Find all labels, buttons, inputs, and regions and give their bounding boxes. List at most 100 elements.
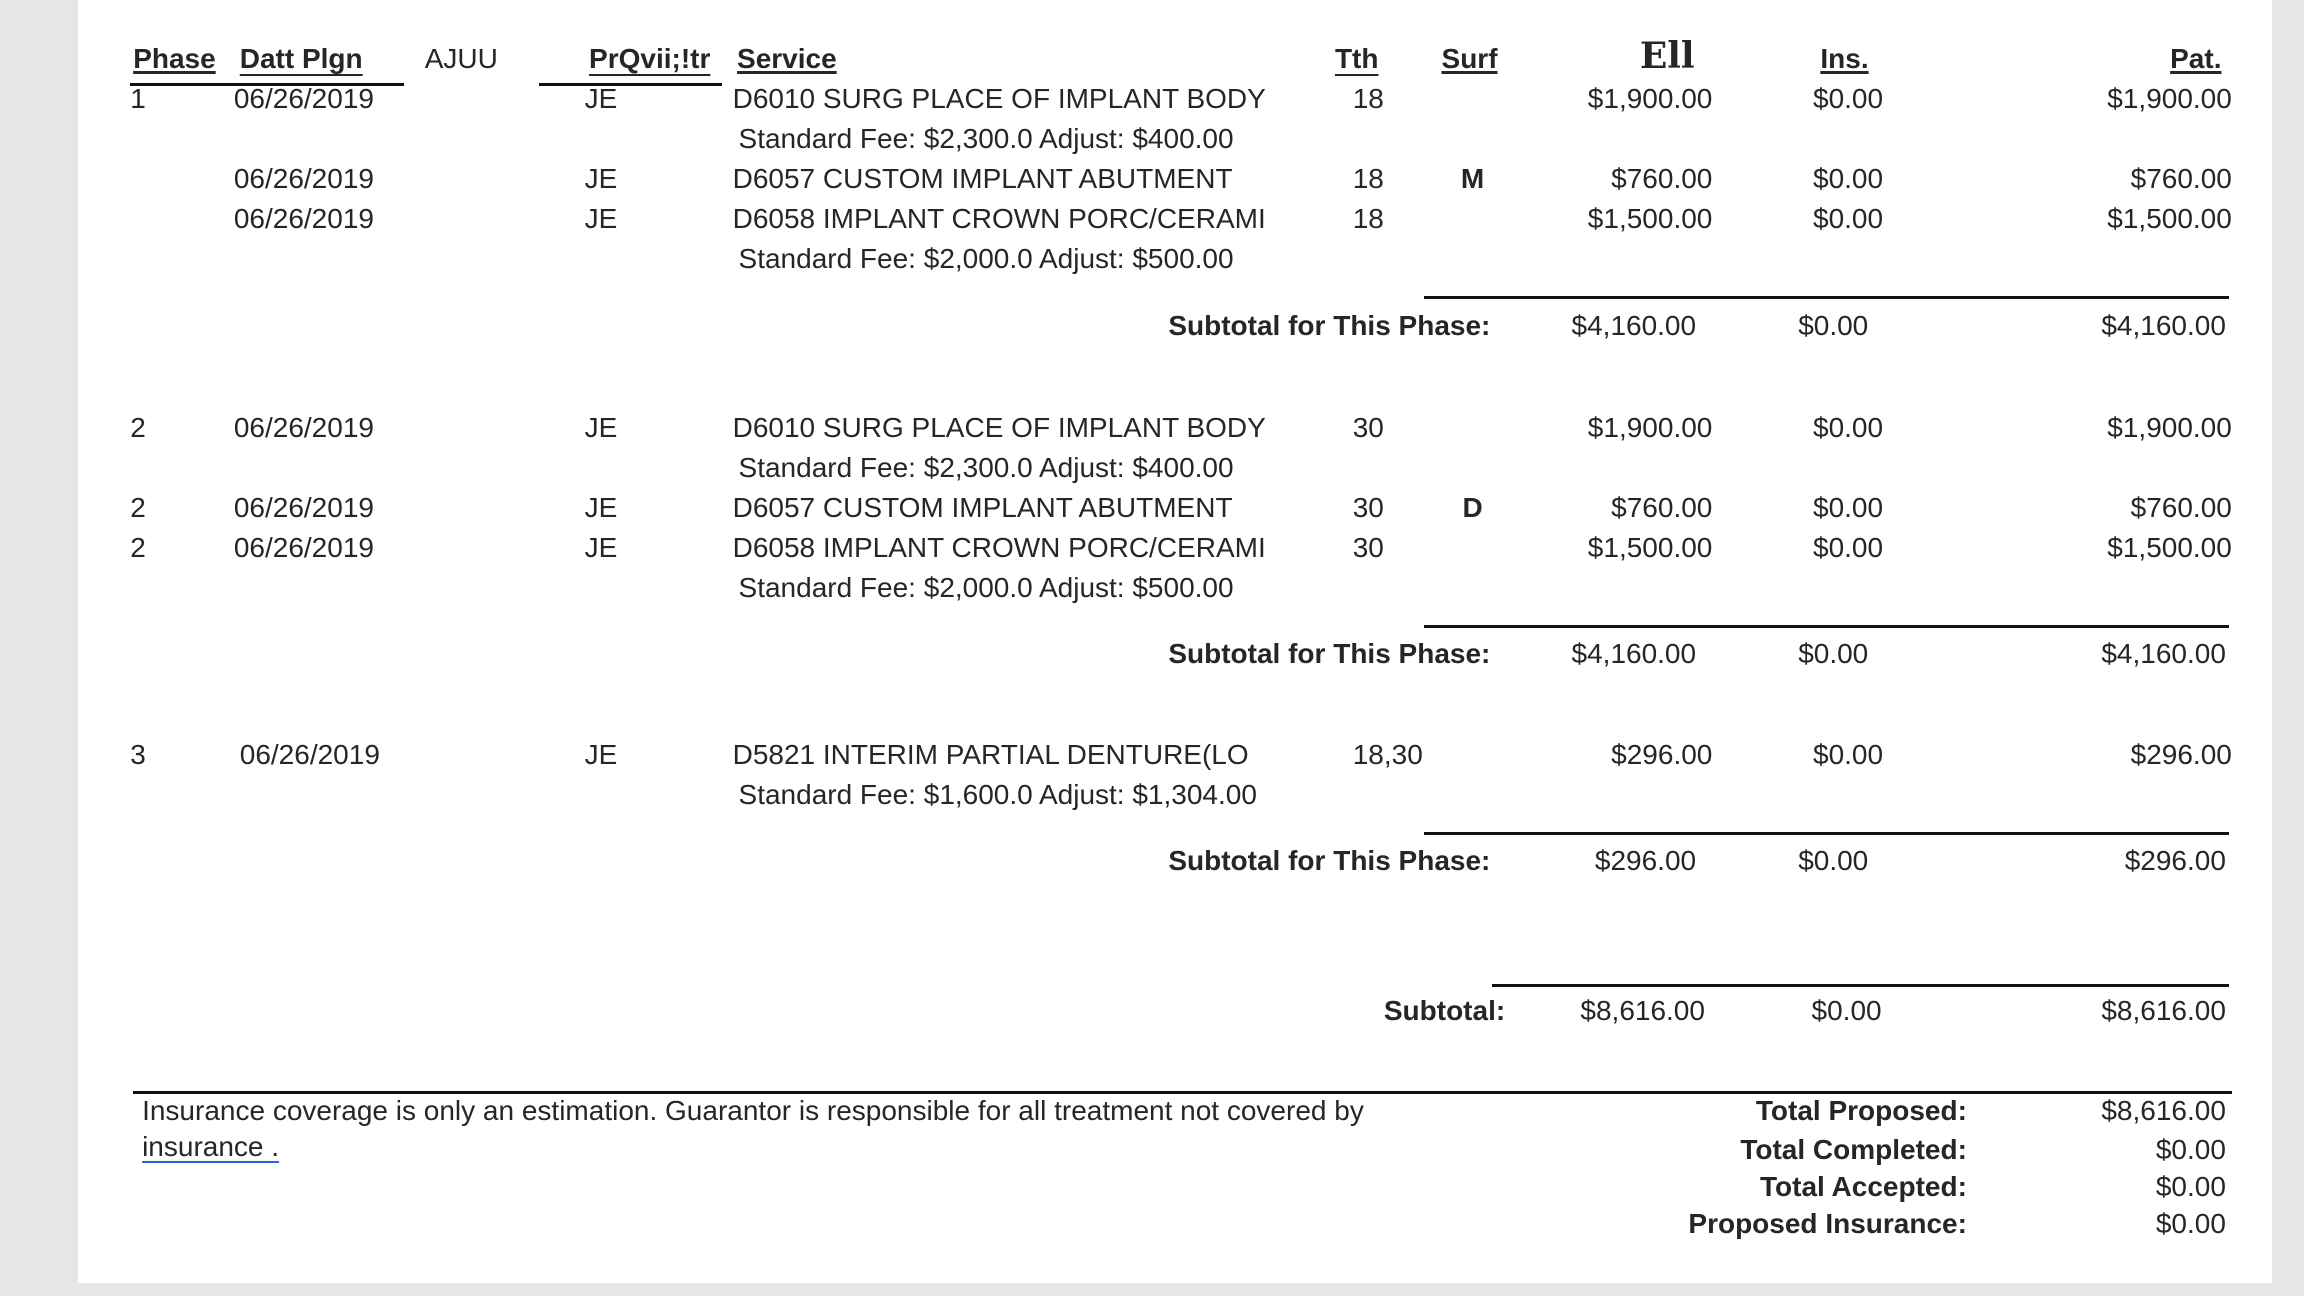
document-page: Phase Datt Plgn AJUU PrQvii;!tr Service Tth Su…	[78, 0, 2272, 1283]
fee-amount: $760.00	[1611, 491, 1713, 523]
patient-amount: $1,500.00	[2107, 203, 2232, 235]
phase-subtotal-ins: $0.00	[1798, 638, 1869, 670]
phase-subtotal-pat: $4,160.00	[2101, 638, 2226, 670]
header-ajuu: AJUU	[424, 43, 498, 75]
fee-amount: $1,500.00	[1587, 203, 1713, 235]
phase-subtotal-fee: $296.00	[1594, 845, 1697, 877]
total-value: $0.00	[2155, 1133, 2226, 1165]
fee-amount: $296.00	[1611, 738, 1713, 770]
grand-subtotal-label: Subtotal:	[1383, 994, 1506, 1026]
phase-subtotal-rule	[1423, 831, 2229, 835]
procedure-date: 06/26/2019	[233, 83, 374, 115]
phase-subtotal-pat: $4,160.00	[2101, 309, 2226, 341]
total-value: $0.00	[2155, 1170, 2226, 1202]
insurance-amount: $0.00	[1813, 531, 1884, 563]
fee-note: Standard Fee: $2,300.0 Adjust: $400.00	[738, 451, 1234, 483]
insurance-amount: $0.00	[1813, 491, 1884, 523]
phase-subtotal-pat: $296.00	[2124, 845, 2226, 877]
tooth-number: 18,30	[1352, 738, 1423, 770]
phase-subtotal-ins: $0.00	[1798, 845, 1869, 877]
insurance-amount: $0.00	[1813, 411, 1884, 443]
phase-subtotal-label: Subtotal for This Phase:	[1168, 309, 1491, 341]
surface: D	[1462, 491, 1483, 523]
header-tth: Tth	[1334, 43, 1379, 75]
grand-subtotal-ins: $0.00	[1811, 994, 1882, 1026]
procedure-date: 06/26/2019	[233, 163, 374, 195]
phase-number: 1	[130, 83, 146, 115]
tooth-number: 18	[1352, 203, 1384, 235]
fee-note: Standard Fee: $2,300.0 Adjust: $400.00	[738, 123, 1234, 155]
fee-amount: $760.00	[1611, 163, 1713, 195]
phase-subtotal-rule	[1423, 296, 2229, 299]
phase-subtotal-label: Subtotal for This Phase:	[1168, 638, 1491, 670]
procedure-date: 06/26/2019	[233, 203, 374, 235]
tooth-number: 30	[1352, 531, 1384, 563]
disclaimer-text: Insurance coverage is only an estimation…	[142, 1095, 1364, 1127]
header-pat: Pat.	[2170, 43, 2222, 75]
total-label: Total Proposed:	[1755, 1095, 1967, 1127]
phase-number: 2	[130, 411, 146, 443]
service-description: D6058 IMPLANT CROWN PORC/CERAMI	[732, 531, 1266, 563]
fee-amount: $1,900.00	[1587, 83, 1713, 115]
tooth-number: 30	[1352, 491, 1384, 523]
header-ins: Ins.	[1820, 43, 1869, 75]
insurance-amount: $0.00	[1813, 163, 1884, 195]
provider: JE	[584, 163, 618, 195]
procedure-date: 06/26/2019	[239, 738, 380, 770]
provider: JE	[584, 531, 618, 563]
total-value: $8,616.00	[2101, 1095, 2226, 1127]
fee-note: Standard Fee: $2,000.0 Adjust: $500.00	[738, 243, 1234, 274]
phase-subtotal-fee: $4,160.00	[1571, 638, 1697, 670]
total-label: Total Completed:	[1740, 1133, 1967, 1165]
grand-subtotal-pat: $8,616.00	[2101, 994, 2226, 1026]
phase-number: 2	[130, 531, 146, 563]
patient-amount: $1,500.00	[2107, 531, 2232, 563]
total-label: Proposed Insurance:	[1688, 1207, 1967, 1239]
phase-number: 3	[130, 738, 146, 770]
header-phase: Phase	[133, 43, 216, 75]
patient-amount: $760.00	[2130, 163, 2232, 195]
service-description: D6058 IMPLANT CROWN PORC/CERAMI	[732, 203, 1266, 235]
disclaimer-link[interactable]: insurance .	[142, 1131, 280, 1162]
tooth-number: 18	[1352, 83, 1384, 115]
insurance-amount: $0.00	[1813, 738, 1884, 770]
provider: JE	[584, 491, 618, 523]
header-rule-provider	[538, 82, 723, 86]
insurance-amount: $0.00	[1813, 83, 1884, 115]
phase-subtotal-ins: $0.00	[1798, 309, 1869, 341]
fee-amount: $1,500.00	[1587, 531, 1713, 563]
patient-amount: $1,900.00	[2107, 411, 2232, 443]
grand-subtotal-rule	[1491, 984, 2229, 988]
header-rule-left	[130, 82, 405, 86]
footer-rule	[133, 1090, 2232, 1094]
header-service: Service	[737, 43, 837, 75]
tooth-number: 30	[1352, 411, 1384, 443]
service-description: D6057 CUSTOM IMPLANT ABUTMENT	[732, 163, 1233, 195]
patient-amount: $760.00	[2130, 491, 2232, 523]
header-date: Datt Plgn	[239, 43, 363, 75]
service-description: D6010 SURG PLACE OF IMPLANT BODY	[732, 83, 1266, 115]
fee-note: Standard Fee: $1,600.0 Adjust: $1,304.00	[738, 778, 1257, 810]
grand-subtotal-fee: $8,616.00	[1580, 994, 1705, 1026]
header-fee: Ell	[1639, 35, 1695, 78]
phase-subtotal-rule	[1423, 624, 2229, 628]
insurance-amount: $0.00	[1813, 203, 1884, 235]
procedure-date: 06/26/2019	[233, 411, 374, 443]
patient-amount: $1,900.00	[2107, 83, 2232, 115]
procedure-date: 06/26/2019	[233, 531, 374, 563]
header-provider: PrQvii;!tr	[589, 43, 711, 75]
tooth-number: 18	[1352, 163, 1384, 195]
provider: JE	[584, 83, 618, 115]
provider: JE	[584, 411, 618, 443]
phase-number: 2	[130, 491, 146, 523]
phase-subtotal-label: Subtotal for This Phase:	[1168, 845, 1491, 877]
service-description: D5821 INTERIM PARTIAL DENTURE(LO	[732, 738, 1249, 770]
provider: JE	[584, 203, 618, 235]
surface: M	[1460, 163, 1485, 195]
total-value: $0.00	[2155, 1207, 2226, 1239]
phase-subtotal-fee: $4,160.00	[1571, 309, 1697, 341]
fee-note: Standard Fee: $2,000.0 Adjust: $500.00	[738, 571, 1234, 603]
procedure-date: 06/26/2019	[233, 491, 374, 523]
service-description: D6057 CUSTOM IMPLANT ABUTMENT	[732, 491, 1233, 523]
total-label: Total Accepted:	[1760, 1170, 1967, 1202]
